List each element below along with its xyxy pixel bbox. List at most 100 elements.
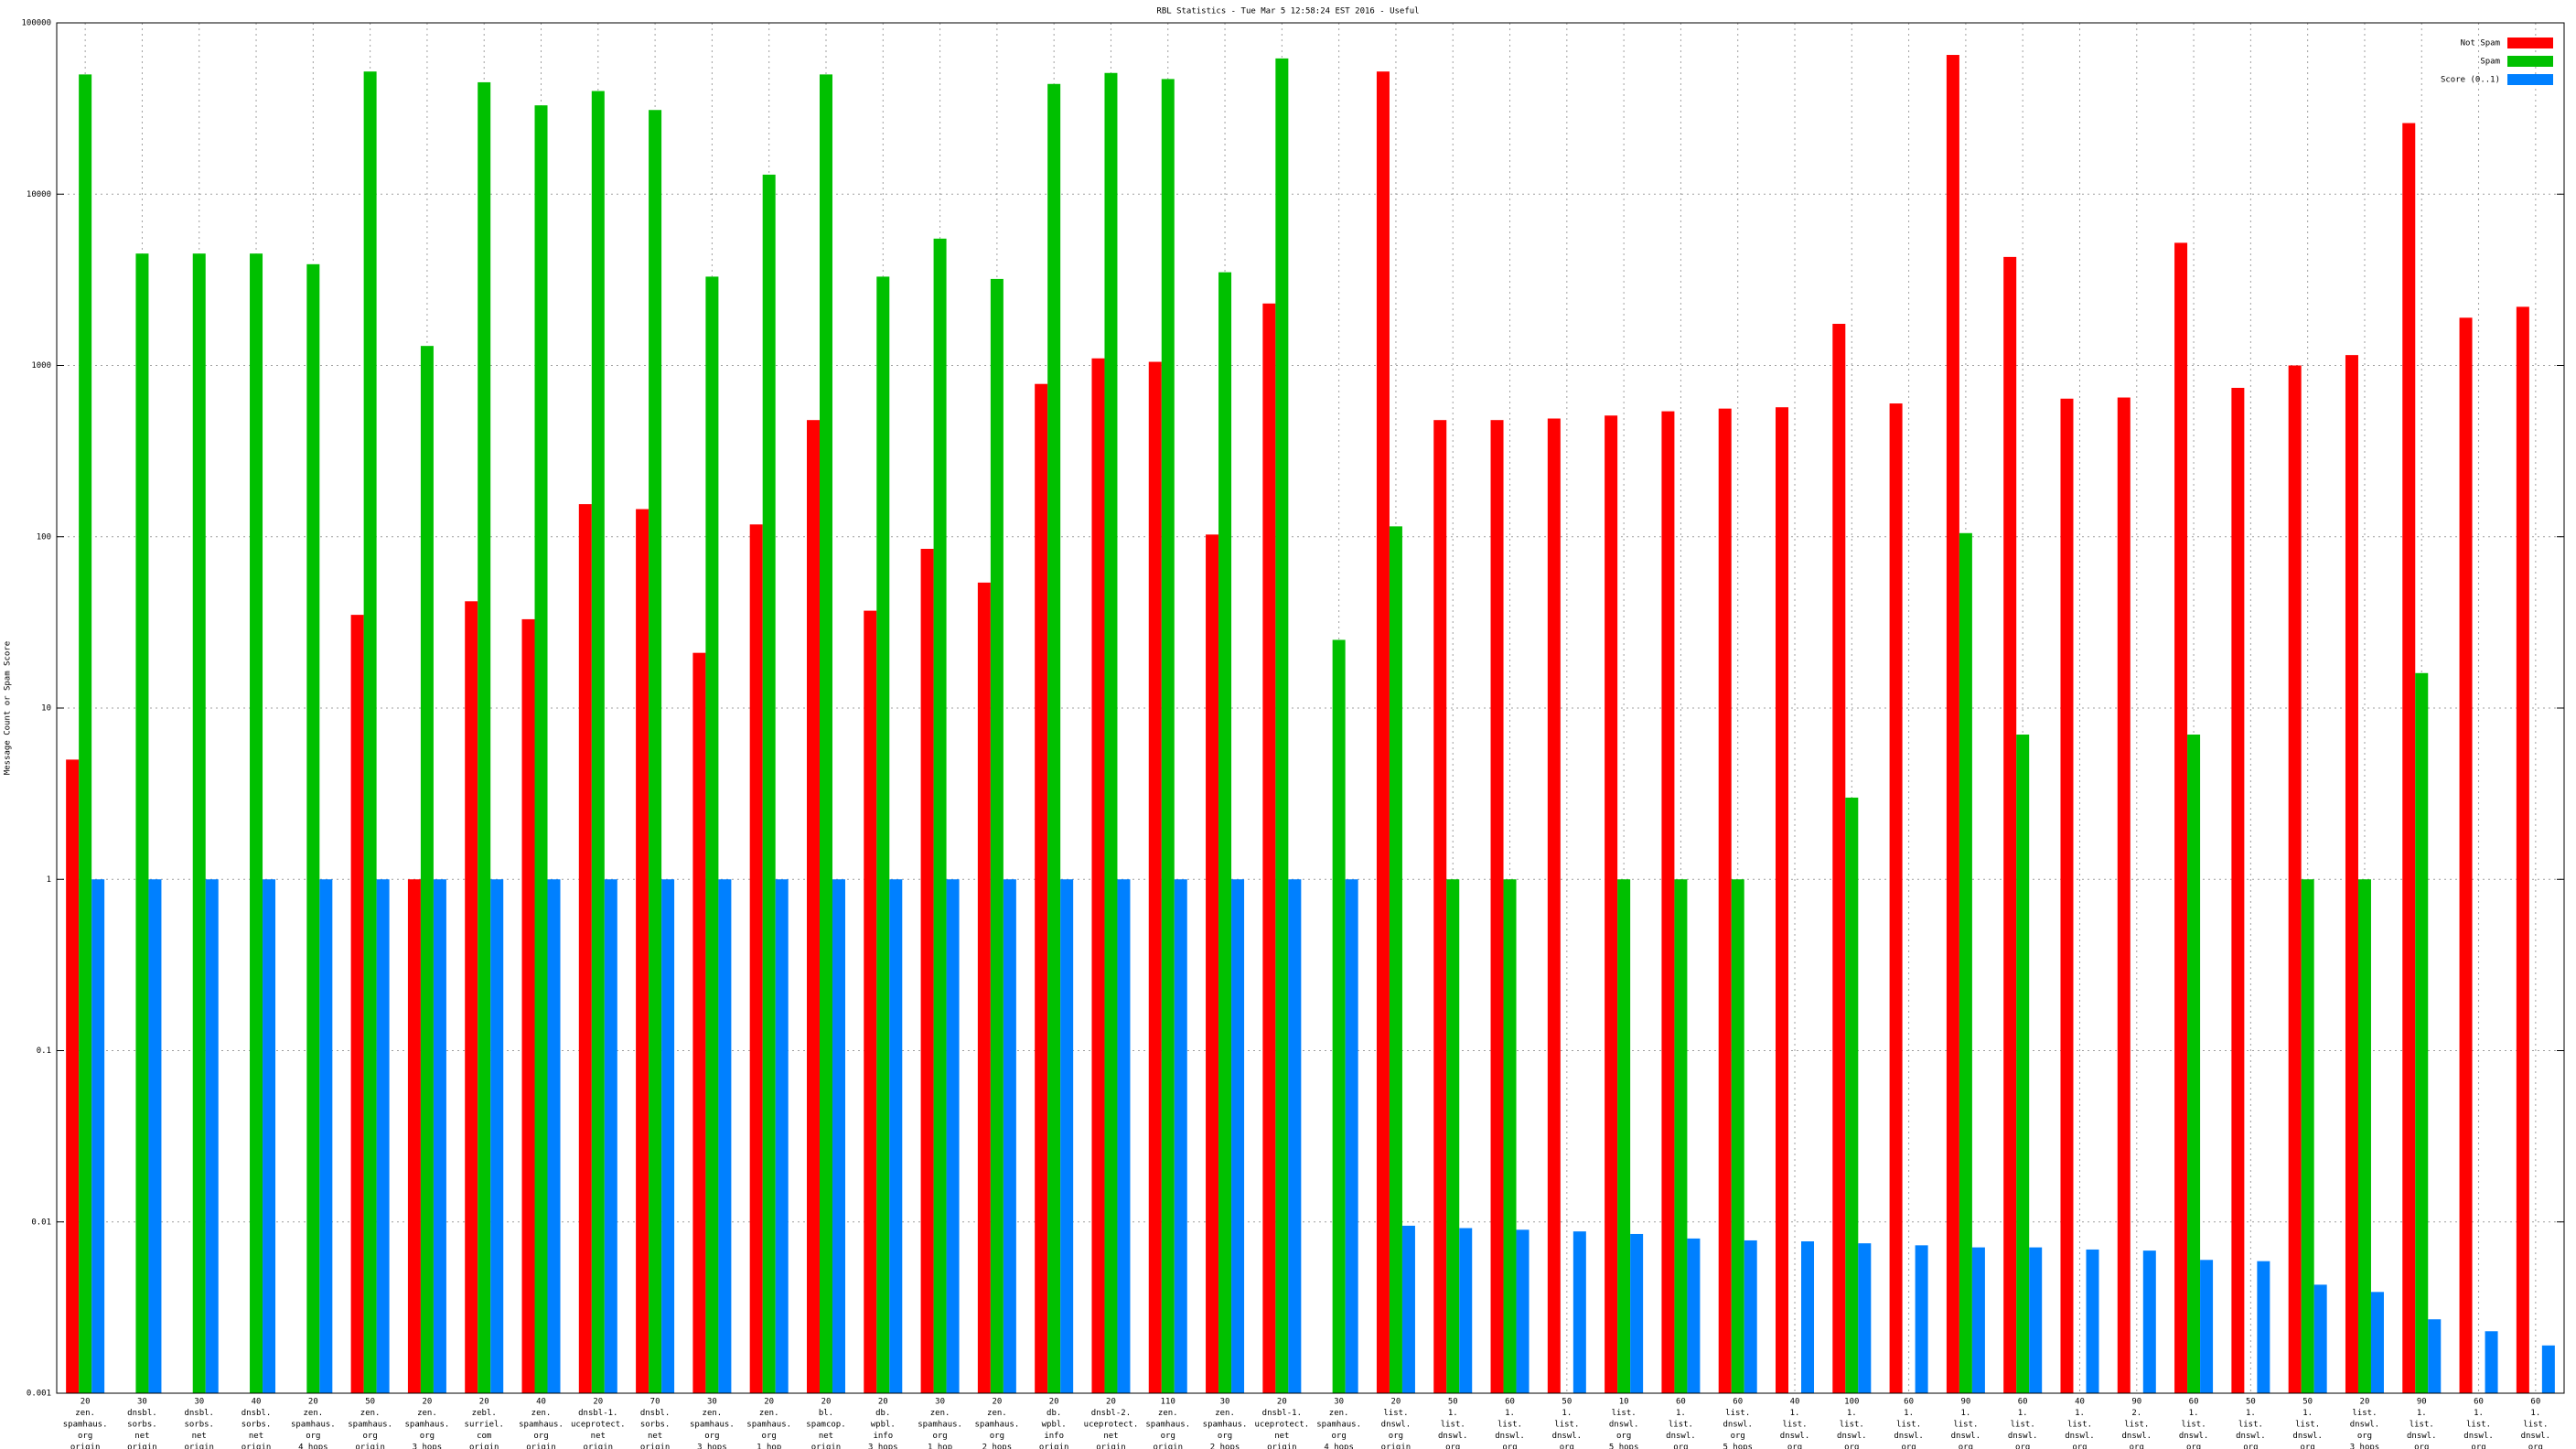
x-tick-label: org <box>1959 1444 1973 1449</box>
x-tick-label: list. <box>1669 1421 1693 1430</box>
bar <box>1572 1231 1586 1393</box>
x-tick-label: dnsbl-1. <box>578 1409 617 1418</box>
x-tick-label: org <box>704 1432 719 1441</box>
legend-swatch <box>2507 74 2553 85</box>
x-tick-label: 40 <box>536 1398 546 1407</box>
x-tick-label: 1. <box>1847 1409 1857 1418</box>
bar <box>521 618 535 1393</box>
x-tick-label: 2 hops <box>982 1444 1013 1449</box>
x-tick-label: org <box>1844 1444 1859 1449</box>
x-tick-label: 4 hops <box>1324 1444 1354 1449</box>
bar <box>1148 361 1162 1393</box>
bar <box>1971 1247 1985 1393</box>
bar <box>749 524 763 1393</box>
x-tick-label: sorbs. <box>127 1421 157 1430</box>
x-tick-label: list. <box>2410 1421 2434 1430</box>
x-tick-label: 20 <box>1049 1398 1059 1407</box>
x-tick-label: list. <box>2523 1421 2548 1430</box>
x-tick-label: 60 <box>1904 1398 1914 1407</box>
x-tick-label: 2 hops <box>1210 1444 1240 1449</box>
x-tick-label: org <box>2186 1444 2201 1449</box>
bar <box>1003 879 1016 1393</box>
x-tick-label: zen. <box>303 1409 323 1418</box>
bar <box>705 276 719 1394</box>
y-tick-label: 1 <box>47 875 51 885</box>
y-tick-label: 0.01 <box>31 1218 51 1227</box>
x-tick-label: 5 hops <box>1723 1444 1753 1449</box>
bar <box>1060 879 1074 1393</box>
x-tick-label: spamhaus. <box>690 1421 735 1430</box>
x-tick-label: org <box>2072 1444 2087 1449</box>
x-tick-label: org <box>1445 1444 1460 1449</box>
x-tick-label: dnswl. <box>1438 1432 1468 1441</box>
bar <box>2357 879 2371 1393</box>
bar <box>79 74 92 1393</box>
x-tick-label: 1. <box>1904 1409 1914 1418</box>
x-tick-label: 50 <box>2302 1398 2313 1407</box>
bar <box>1744 1240 1757 1393</box>
bar <box>718 879 732 1393</box>
x-tick-label: zen. <box>759 1409 779 1418</box>
x-tick-label: org <box>78 1432 92 1441</box>
x-tick-label: dnsbl. <box>127 1409 157 1418</box>
x-tick-label: info <box>1044 1432 1064 1441</box>
bar <box>1459 1228 1473 1393</box>
bar <box>2231 387 2245 1394</box>
bar <box>1231 879 1245 1393</box>
x-tick-label: 40 <box>2075 1398 2085 1407</box>
x-tick-label: origin <box>184 1444 214 1449</box>
x-tick-label: sorbs. <box>184 1421 214 1430</box>
x-tick-label: 20 <box>821 1398 832 1407</box>
y-tick-label: 10 <box>41 704 51 714</box>
bar <box>2485 1331 2498 1393</box>
bar <box>832 879 845 1393</box>
bar <box>478 81 491 1394</box>
x-tick-label: 1. <box>1960 1409 1970 1418</box>
legend-label: Not Spam <box>2461 39 2500 48</box>
x-tick-label: spamhaus. <box>746 1421 791 1430</box>
bar <box>1104 72 1118 1394</box>
x-tick-label: zen. <box>531 1409 552 1418</box>
x-tick-label: org <box>2528 1444 2543 1449</box>
x-tick-label: 1. <box>2246 1409 2256 1418</box>
bar <box>407 879 421 1393</box>
x-tick-label: list. <box>2238 1421 2263 1430</box>
bar <box>1959 532 1972 1393</box>
bar <box>692 652 706 1393</box>
bar <box>433 879 446 1393</box>
x-tick-label: 20 <box>2360 1398 2370 1407</box>
y-tick-label: 0.1 <box>37 1046 51 1056</box>
chart-title: RBL Statistics - Tue Mar 5 12:58:24 EST … <box>1156 7 1419 16</box>
bar <box>350 615 364 1393</box>
bar <box>1332 639 1346 1393</box>
x-tick-label: 60 <box>1676 1398 1686 1407</box>
bar <box>2370 1292 2384 1393</box>
x-tick-label: list. <box>2352 1409 2377 1418</box>
x-tick-label: origin <box>1154 1444 1184 1449</box>
x-tick-label: 1 hop <box>928 1444 952 1449</box>
x-tick-label: org <box>2243 1444 2258 1449</box>
x-tick-label: origin <box>1381 1444 1411 1449</box>
x-tick-label: list. <box>1725 1409 1750 1418</box>
bar <box>2174 242 2188 1394</box>
bar <box>2200 1260 2214 1393</box>
x-tick-label: 110 <box>1161 1398 1175 1407</box>
x-tick-label: 3 hops <box>2350 1444 2380 1449</box>
bar <box>1206 534 1219 1393</box>
bar <box>1858 1243 1872 1393</box>
x-tick-label: spamhaus. <box>348 1421 392 1430</box>
bar <box>2516 306 2529 1393</box>
x-tick-label: net <box>1103 1432 1118 1441</box>
x-tick-label: org <box>2414 1444 2429 1449</box>
x-tick-label: list. <box>1497 1421 1522 1430</box>
x-tick-label: 20 <box>479 1398 489 1407</box>
bar <box>876 276 890 1394</box>
bar <box>864 610 877 1393</box>
bar <box>1174 879 1187 1393</box>
bar <box>1117 879 1131 1393</box>
legend-swatch <box>2507 56 2553 67</box>
x-tick-label: spamhaus. <box>1203 1421 1248 1430</box>
x-tick-label: net <box>249 1432 263 1441</box>
x-tick-label: dnswl. <box>1495 1432 1525 1441</box>
bar <box>1617 879 1631 1393</box>
